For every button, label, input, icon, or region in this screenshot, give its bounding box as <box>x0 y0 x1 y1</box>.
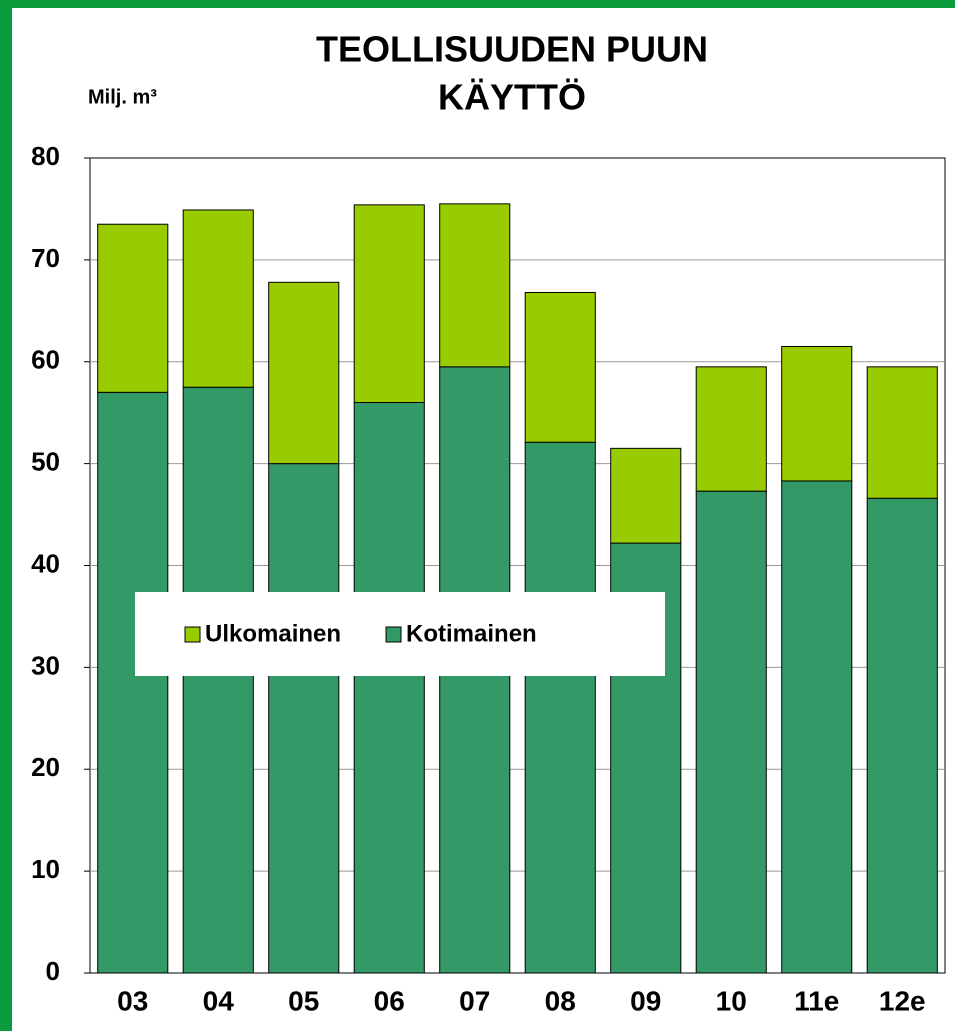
bar-segment <box>182 386 254 974</box>
legend-label: Kotimainen <box>406 620 537 647</box>
y-tick-label: 20 <box>31 752 60 782</box>
bar-segment <box>353 402 425 974</box>
bar-segment <box>268 281 340 465</box>
bar-segment <box>97 391 169 974</box>
y-tick-label: 0 <box>46 956 60 986</box>
bar-segment <box>524 441 596 974</box>
y-tick-label: 40 <box>31 548 60 578</box>
legend-swatch <box>385 626 402 643</box>
bar-segment <box>866 366 938 499</box>
chart-title: TEOLLISUUDEN PUUN <box>316 29 708 70</box>
bar-segment <box>182 209 254 388</box>
x-tick-label: 06 <box>374 985 405 1016</box>
y-tick-label: 60 <box>31 345 60 375</box>
x-tick-label: 09 <box>630 985 661 1016</box>
y-tick-label: 50 <box>31 447 60 477</box>
x-tick-label: 10 <box>716 985 747 1016</box>
y-axis-label: Milj. m³ <box>88 86 157 108</box>
bar-segment <box>866 497 938 974</box>
bar-segment <box>353 204 425 403</box>
y-tick-label: 70 <box>31 243 60 273</box>
y-tick-label: 10 <box>31 854 60 884</box>
x-tick-label: 05 <box>288 985 319 1016</box>
bar-segment <box>439 203 511 368</box>
bar-segment <box>695 366 767 492</box>
bar-segment <box>781 480 853 974</box>
bar-segment <box>781 345 853 482</box>
y-tick-label: 30 <box>31 650 60 680</box>
x-tick-label: 08 <box>545 985 576 1016</box>
bar-segment <box>268 463 340 974</box>
x-tick-label: 04 <box>203 985 235 1016</box>
chart-title: KÄYTTÖ <box>438 77 586 118</box>
y-tick-label: 80 <box>31 141 60 171</box>
bar-segment <box>695 490 767 974</box>
bar-segment <box>610 447 682 544</box>
x-tick-label: 11e <box>794 985 839 1016</box>
bar-segment <box>97 223 169 393</box>
x-tick-label: 12e <box>879 985 926 1016</box>
x-tick-label: 03 <box>117 985 148 1016</box>
legend-swatch <box>184 626 201 643</box>
legend-label: Ulkomainen <box>205 620 341 647</box>
x-tick-label: 07 <box>459 985 490 1016</box>
bar-segment <box>524 291 596 443</box>
